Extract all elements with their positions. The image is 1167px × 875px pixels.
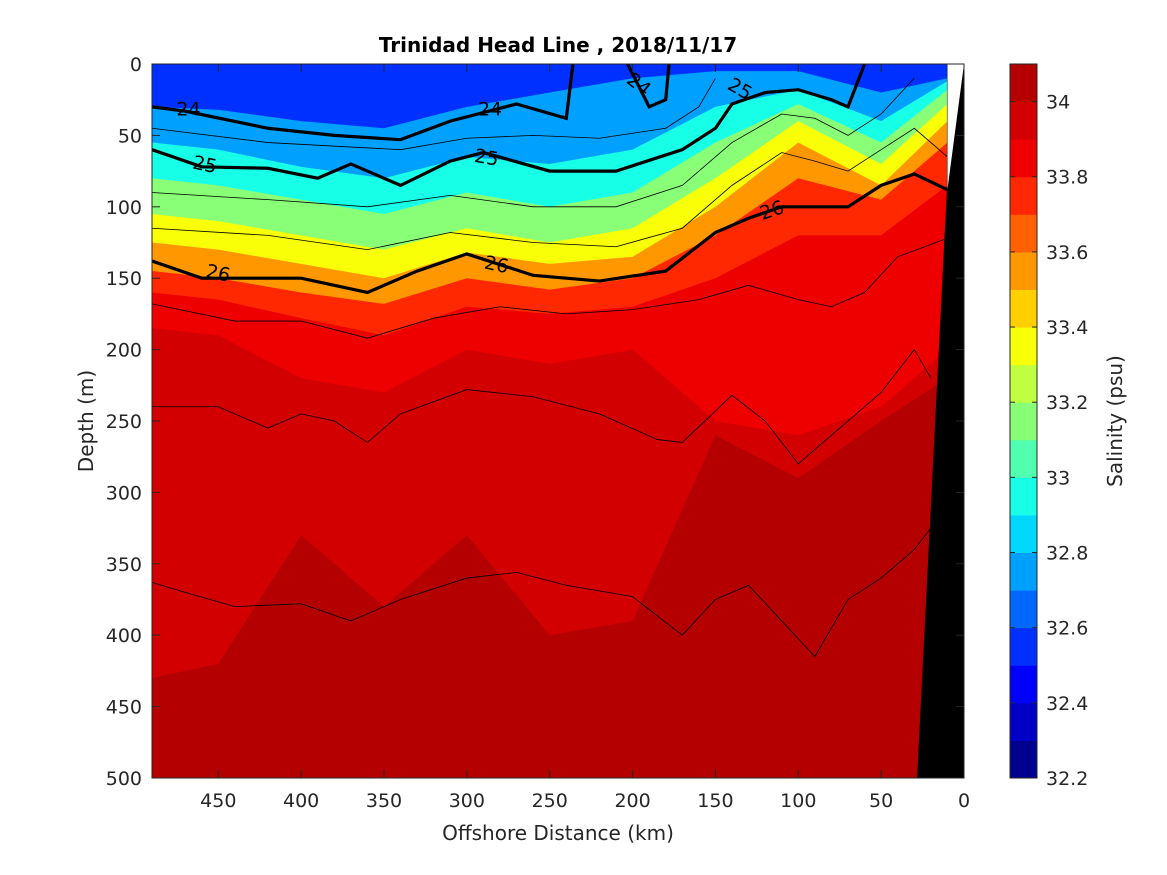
y-axis-ticks: 0 50 100 150 200 250 300 350 400 450 500 <box>106 54 964 790</box>
colorbar-swatch-4 <box>1010 590 1037 629</box>
colorbar-swatch-14 <box>1010 214 1037 253</box>
colorbar-ticks: 32.2 32.4 32.6 32.8 33 33.2 33.4 33.6 33.8 34 <box>1010 92 1088 790</box>
colorbar-swatch-6 <box>1010 514 1037 554</box>
seafloor-bathymetry <box>917 64 964 778</box>
density-thin-contours <box>152 78 948 658</box>
colorbar-tick-label-33: 33 <box>1046 467 1070 489</box>
density-contour-25-2 <box>152 64 867 188</box>
x-axis-ticks: 450 400 350 300 250 200 150 100 50 0 <box>200 64 970 812</box>
x-tick-label-150: 150 <box>697 790 733 812</box>
colorbar-swatch-13 <box>1010 251 1037 290</box>
y-tick-label-100: 100 <box>106 197 142 219</box>
density-contour-label-5: 25 <box>473 145 501 171</box>
colorbar-swatch-7 <box>1010 477 1037 516</box>
colorbar-tick-label-34: 34 <box>1046 92 1070 114</box>
colorbar-tick-label-33.8: 33.8 <box>1046 167 1088 189</box>
y-tick-label-0: 0 <box>130 54 142 76</box>
colorbar-tick-label-32.4: 32.4 <box>1046 693 1088 715</box>
colorbar-swatch-17 <box>1010 101 1037 140</box>
colorbar-swatch-8 <box>1010 439 1037 478</box>
colorbar-frame <box>1009 63 1038 779</box>
y-tick-label-150: 150 <box>106 268 142 290</box>
density-contour-label-7: 26 <box>482 252 510 279</box>
density-contour-26-3 <box>152 172 949 295</box>
colorbar-tick-label-32.2: 32.2 <box>1046 768 1088 790</box>
colorbar-tick-label-32.8: 32.8 <box>1046 543 1088 565</box>
colorbar-swatch-12 <box>1010 289 1037 328</box>
colorbar-swatch-5 <box>1010 552 1037 591</box>
x-axis-label: Offshore Distance (km) <box>442 821 674 845</box>
x-tick-label-0: 0 <box>958 790 970 812</box>
y-tick-label-50: 50 <box>118 125 142 147</box>
density-contour-label-1: 24 <box>478 98 502 120</box>
x-tick-label-300: 300 <box>449 790 485 812</box>
density-contour-thin-2 <box>152 127 948 251</box>
colorbar-swatch-0 <box>1010 740 1037 779</box>
y-tick-label-500: 500 <box>106 768 142 790</box>
x-tick-label-200: 200 <box>614 790 650 812</box>
density-contour-label-4: 25 <box>191 152 219 179</box>
colorbar-swatch-16 <box>1010 139 1037 178</box>
x-tick-label-450: 450 <box>200 790 236 812</box>
density-contour-thin-4 <box>152 348 932 465</box>
colorbar-swatch-3 <box>1010 627 1037 666</box>
density-contour-24-0 <box>152 64 575 142</box>
density-contour-thin-3 <box>152 237 948 339</box>
colorbar-tick-label-32.6: 32.6 <box>1046 618 1088 640</box>
colorbar-swatch-11 <box>1010 327 1037 366</box>
colorbar <box>1009 63 1038 779</box>
y-tick-label-250: 250 <box>106 411 142 433</box>
colorbar-tick-label-33.4: 33.4 <box>1046 317 1088 339</box>
x-tick-label-100: 100 <box>780 790 816 812</box>
density-contour-24-1 <box>626 64 671 109</box>
colorbar-label: Salinity (psu) <box>1103 355 1127 487</box>
density-contour-thin-0 <box>152 78 716 151</box>
density-contour-label-6: 26 <box>204 260 232 287</box>
x-tick-label-400: 400 <box>283 790 319 812</box>
density-contour-label-0: 24 <box>176 98 200 120</box>
colorbar-swatch-2 <box>1010 665 1037 704</box>
y-axis-label: Depth (m) <box>74 370 98 472</box>
nearshore-blank <box>947 64 964 190</box>
colorbar-swatch-9 <box>1010 402 1037 441</box>
x-tick-label-50: 50 <box>869 790 893 812</box>
density-contour-thin-1 <box>152 78 915 208</box>
density-bold-contours <box>152 64 949 295</box>
salinity-band-34 <box>152 378 948 778</box>
density-contour-thin-5 <box>152 506 948 658</box>
x-tick-label-250: 250 <box>532 790 568 812</box>
x-tick-label-350: 350 <box>366 790 402 812</box>
colorbar-swatch-10 <box>1010 364 1037 403</box>
y-tick-label-300: 300 <box>106 482 142 504</box>
colorbar-tick-label-33.2: 33.2 <box>1046 392 1088 414</box>
colorbar-swatch-18 <box>1010 64 1037 103</box>
y-tick-label-400: 400 <box>106 625 142 647</box>
colorbar-swatch-1 <box>1010 702 1037 741</box>
y-tick-label-350: 350 <box>106 554 142 576</box>
y-tick-label-200: 200 <box>106 340 142 362</box>
colorbar-swatch-15 <box>1010 176 1037 215</box>
chart-title: Trinidad Head Line , 2018/11/17 <box>379 33 737 57</box>
colorbar-tick-label-33.6: 33.6 <box>1046 242 1088 264</box>
y-tick-label-450: 450 <box>106 697 142 719</box>
